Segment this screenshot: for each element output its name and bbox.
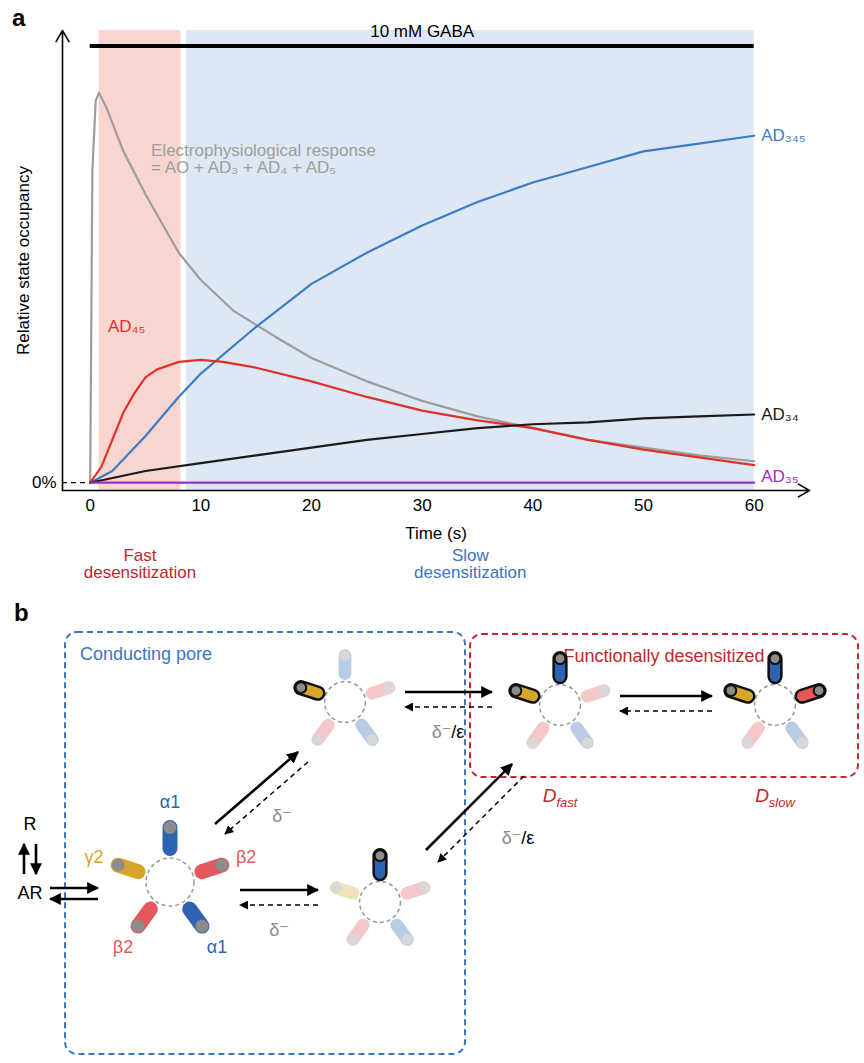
svg-text:R: R xyxy=(24,814,37,834)
svg-text:α1: α1 xyxy=(160,792,180,812)
svg-text:Electrophysiological response=: Electrophysiological response= AO + AD₃ … xyxy=(151,141,376,177)
svg-text:Fastdesensitization: Fastdesensitization xyxy=(84,546,196,582)
html-text:a: a xyxy=(12,4,26,31)
svg-text:γ2: γ2 xyxy=(84,847,103,867)
svg-text:Slowdesensitization: Slowdesensitization xyxy=(414,546,526,582)
svg-text:δ⁻: δ⁻ xyxy=(272,806,292,826)
svg-text:AD₃₅: AD₃₅ xyxy=(761,467,798,486)
svg-text:40: 40 xyxy=(523,496,542,515)
svg-text:10 mM GABA: 10 mM GABA xyxy=(370,22,475,41)
svg-text:AR: AR xyxy=(17,883,42,903)
svg-text:β2: β2 xyxy=(113,937,133,957)
svg-text:AD₃₄: AD₃₄ xyxy=(761,405,799,424)
svg-text:AD₃₄₅: AD₃₄₅ xyxy=(761,126,805,145)
svg-text:δ⁻/ε: δ⁻/ε xyxy=(502,828,535,848)
svg-text:10: 10 xyxy=(191,496,210,515)
svg-text:δ⁻: δ⁻ xyxy=(269,920,289,940)
svg-text:β2: β2 xyxy=(236,847,256,867)
svg-text:α1: α1 xyxy=(207,937,227,957)
svg-text:Dslow: Dslow xyxy=(755,785,796,810)
svg-text:δ⁻/ε: δ⁻/ε xyxy=(432,722,465,742)
svg-text:20: 20 xyxy=(302,496,321,515)
svg-text:Time (s): Time (s) xyxy=(405,524,467,543)
svg-text:0: 0 xyxy=(85,496,94,515)
svg-text:AD₄₅: AD₄₅ xyxy=(108,317,145,336)
svg-text:b: b xyxy=(14,599,29,626)
svg-text:0%: 0% xyxy=(32,473,57,492)
svg-text:Functionally desensitized: Functionally desensitized xyxy=(563,646,764,666)
svg-text:Conducting pore: Conducting pore xyxy=(80,644,212,664)
svg-text:50: 50 xyxy=(634,496,653,515)
svg-text:30: 30 xyxy=(413,496,432,515)
svg-text:Relative state occupancy: Relative state occupancy xyxy=(14,166,33,355)
svg-text:60: 60 xyxy=(745,496,764,515)
svg-text:Dfast: Dfast xyxy=(543,785,579,810)
